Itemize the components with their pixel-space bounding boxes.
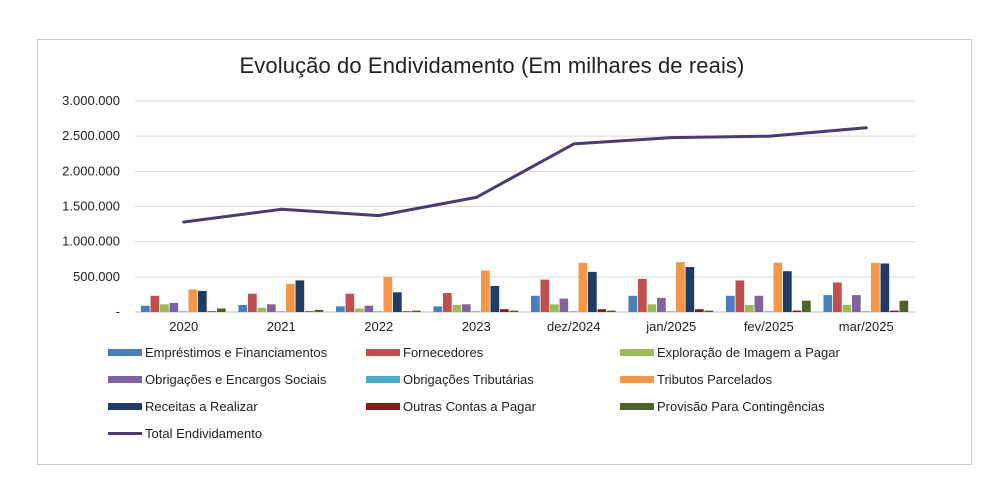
- line-point: [572, 142, 576, 146]
- bar: [871, 262, 880, 312]
- bar: [833, 282, 842, 312]
- bar: [217, 308, 226, 312]
- bar: [248, 293, 257, 312]
- bar: [704, 310, 714, 312]
- bar: [899, 300, 909, 312]
- bar: [412, 310, 421, 312]
- bar: [141, 305, 150, 312]
- y-tick-label: 3.000.000: [62, 93, 120, 108]
- bar: [597, 309, 607, 312]
- bar: [160, 304, 169, 312]
- bar: [861, 311, 871, 312]
- bar: [490, 286, 500, 312]
- line-point: [182, 220, 186, 224]
- bar: [754, 295, 764, 312]
- bar: [198, 290, 207, 312]
- bar: [531, 295, 540, 312]
- bar: [471, 311, 481, 312]
- bar: [764, 311, 773, 312]
- line-point: [474, 195, 478, 199]
- line-point: [279, 207, 283, 211]
- bar: [481, 270, 490, 312]
- x-tick-label: 2021: [267, 319, 296, 334]
- bar: [559, 298, 569, 312]
- bar: [402, 311, 412, 312]
- bar: [540, 279, 550, 312]
- x-tick-label: 2023: [462, 319, 491, 334]
- bar: [842, 305, 852, 312]
- bar: [666, 311, 676, 312]
- bar: [550, 304, 559, 312]
- bar: [695, 309, 704, 312]
- bar: [823, 295, 833, 312]
- bar: [150, 295, 160, 312]
- x-tick-label: 2020: [169, 319, 198, 334]
- bar: [628, 295, 638, 312]
- bar: [745, 305, 754, 312]
- bar: [207, 311, 217, 312]
- line-point: [377, 214, 381, 218]
- x-tick-label: fev/2025: [744, 319, 794, 334]
- bar: [638, 278, 647, 312]
- bar: [383, 276, 393, 312]
- bar: [452, 305, 462, 312]
- bar: [314, 309, 324, 312]
- bar: [578, 262, 588, 312]
- bar: [890, 310, 899, 312]
- bar: [792, 310, 802, 312]
- y-tick-label: 2.500.000: [62, 128, 120, 143]
- line-point: [669, 136, 673, 140]
- bar: [295, 280, 305, 312]
- series-line: [183, 126, 867, 224]
- y-tick-label: 2.000.000: [62, 163, 120, 178]
- y-tick-label: 500.000: [73, 269, 120, 284]
- x-tick-label: 2022: [364, 319, 393, 334]
- chart-title: Evolução do Endividamento (Em milhares d…: [239, 53, 745, 78]
- bar: [880, 263, 890, 312]
- bar: [657, 297, 666, 312]
- bar: [685, 267, 695, 312]
- bar: [336, 306, 345, 312]
- bar: [647, 304, 657, 312]
- bar: [286, 283, 295, 312]
- line-point: [767, 134, 771, 138]
- x-tick-label: jan/2025: [645, 319, 696, 334]
- x-tick-label: dez/2024: [547, 319, 601, 334]
- y-tick-label: 1.000.000: [62, 234, 120, 249]
- bar: [276, 311, 286, 312]
- bar: [393, 292, 402, 312]
- bar: [509, 310, 519, 312]
- bar: [188, 289, 198, 312]
- bar: [852, 295, 861, 312]
- y-tick-label: 1.500.000: [62, 199, 120, 214]
- bar: [433, 306, 443, 312]
- chart-frame: [37, 39, 972, 465]
- bar: [802, 300, 811, 312]
- bar: [569, 311, 578, 312]
- bar: [735, 280, 745, 312]
- bar: [500, 309, 509, 312]
- bar: [726, 295, 735, 312]
- bar: [305, 311, 314, 312]
- bar: [238, 305, 248, 312]
- bar: [169, 302, 179, 312]
- bar: [783, 271, 792, 312]
- line-point: [864, 126, 868, 130]
- bar: [588, 271, 597, 312]
- bar: [374, 311, 383, 312]
- bar: [355, 308, 364, 312]
- x-tick-label: mar/2025: [839, 319, 894, 334]
- bar: [364, 305, 374, 312]
- bar: [676, 262, 685, 312]
- y-tick-label: -: [116, 304, 120, 319]
- bar: [345, 293, 355, 312]
- bar: [773, 262, 783, 312]
- bar: [443, 293, 452, 312]
- bar: [607, 310, 616, 312]
- bar: [179, 311, 188, 312]
- bar: [267, 304, 276, 312]
- bar: [257, 307, 267, 312]
- bar: [462, 304, 471, 312]
